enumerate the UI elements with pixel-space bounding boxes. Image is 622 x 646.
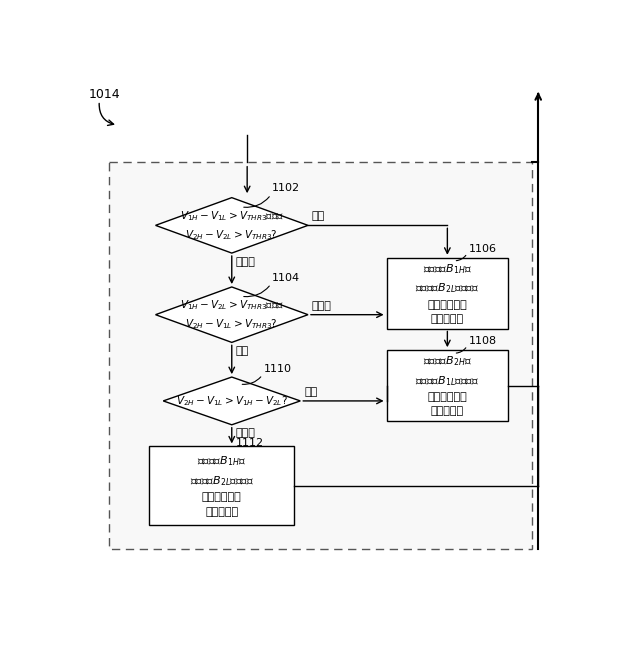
Text: はい: はい [304,387,317,397]
Text: はい: はい [312,211,325,221]
FancyBboxPatch shape [386,258,508,329]
Text: いいえ: いいえ [236,256,256,267]
Text: 1102: 1102 [272,183,300,194]
Text: 電池セル$B_{1H}$と
電池セル$B_{2L}$との間で
エネルギーを
均衡させる: 電池セル$B_{1H}$と 電池セル$B_{2L}$との間で エネルギーを 均衡… [190,455,254,517]
Text: 電池セル$B_{2H}$と
電池セル$B_{1L}$との間で
エネルギーを
均衡させる: 電池セル$B_{2H}$と 電池セル$B_{1L}$との間で エネルギーを 均衡… [415,355,480,417]
Text: 1110: 1110 [264,364,292,373]
Text: $V_{1H}-V_{1L}>V_{THR3}$または
$V_{2H}-V_{2L}>V_{THR3}$?: $V_{1H}-V_{1L}>V_{THR3}$または $V_{2H}-V_{2… [180,209,284,242]
Text: 電池セル$B_{1H}$と
電池セル$B_{2L}$との間で
エネルギーを
均衡させる: 電池セル$B_{1H}$と 電池セル$B_{2L}$との間で エネルギーを 均衡… [415,262,480,324]
Polygon shape [156,198,308,253]
FancyArrowPatch shape [244,286,269,297]
Text: $V_{1H}-V_{2L}>V_{THR3}$または
$V_{2H}-V_{1L}>V_{THR3}$?: $V_{1H}-V_{2L}>V_{THR3}$または $V_{2H}-V_{1… [180,298,284,331]
FancyArrowPatch shape [244,197,269,207]
Text: 1112: 1112 [236,439,264,448]
Polygon shape [163,377,300,425]
Text: 1108: 1108 [469,336,497,346]
Text: いいえ: いいえ [236,428,256,437]
Text: はい: はい [236,346,249,356]
Polygon shape [156,287,308,342]
Text: 1106: 1106 [469,244,497,253]
FancyBboxPatch shape [149,446,294,525]
FancyBboxPatch shape [386,350,508,421]
Text: 1014: 1014 [88,88,120,101]
Text: いいえ: いいえ [312,300,332,311]
FancyBboxPatch shape [109,162,532,548]
FancyArrowPatch shape [99,103,114,125]
FancyArrowPatch shape [457,255,466,261]
FancyArrowPatch shape [457,348,466,353]
Text: $V_{2H}-V_{1L}>V_{1H}-V_{2L}$?: $V_{2H}-V_{1L}>V_{1H}-V_{2L}$? [176,394,288,408]
FancyArrowPatch shape [242,377,261,384]
Text: 1104: 1104 [272,273,300,283]
